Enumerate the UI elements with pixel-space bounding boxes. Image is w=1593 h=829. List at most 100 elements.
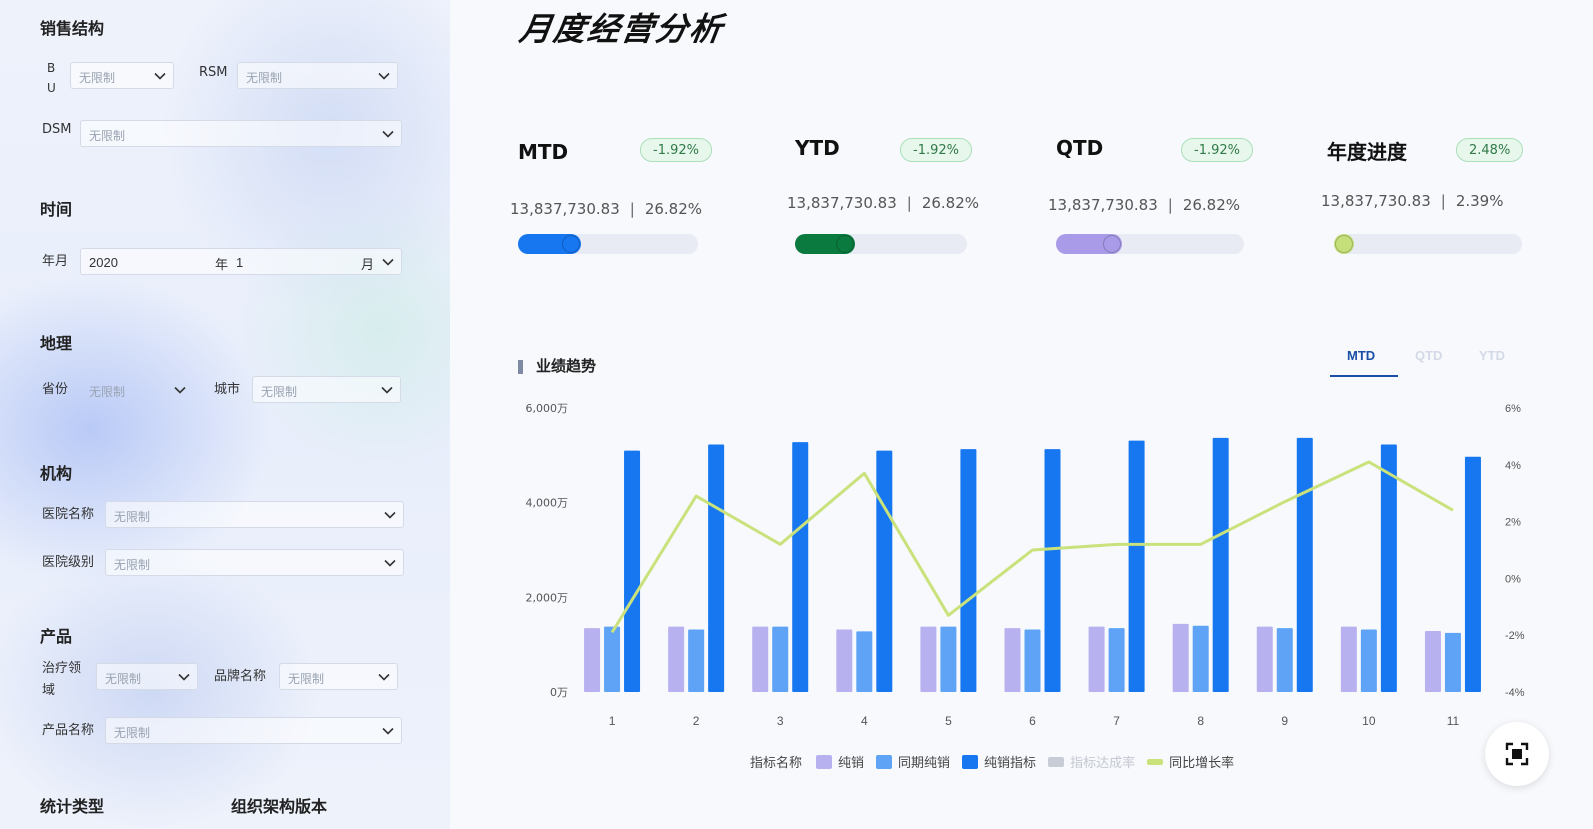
section-title-geo: 地理 [40, 334, 73, 353]
brand-select[interactable]: 无限制 [279, 663, 398, 690]
kpi-name: QTD [1056, 136, 1104, 160]
rsm-select-value: 无限制 [246, 71, 283, 85]
bar-net-sales [920, 626, 937, 692]
y2-axis-tick-label: -4% [1505, 687, 1525, 699]
yoy-growth-line [610, 460, 1454, 634]
kpi-progress-knob [1335, 235, 1353, 253]
therapy-area-select[interactable]: 无限制 [96, 663, 198, 690]
kpi-name: YTD [795, 136, 840, 160]
chevron-down-icon [178, 673, 190, 681]
y-axis-tick-label: 0万 [550, 686, 568, 699]
bar-net-sales [1256, 626, 1273, 692]
kpi-card-mtd: MTD -1.92% 13,837,730.83 | 26.82% [510, 130, 712, 260]
bar-ly-net-sales [772, 626, 789, 692]
legend-label: 同期纯销 [898, 756, 951, 771]
x-axis-tick-label: 4 [861, 714, 868, 728]
kpi-separator: | [906, 194, 912, 212]
province-select[interactable]: 无限制 [80, 376, 194, 403]
kpi-progress-track [1334, 234, 1522, 254]
y-axis-tick-label: 6,000万 [526, 402, 569, 415]
kpi-percent: 2.39% [1455, 192, 1504, 210]
bar-target [1044, 449, 1061, 692]
y2-axis-tick-label: 6% [1505, 403, 1521, 415]
kpi-value-line: 13,837,730.83 | 26.82% [787, 194, 979, 212]
legend-swatch [1048, 756, 1065, 767]
kpi-progress-fill [795, 234, 856, 254]
bu-label: B U [47, 61, 56, 95]
fullscreen-button[interactable] [1485, 722, 1549, 786]
legend-swatch [962, 754, 979, 769]
kpi-change-badge: -1.92% [1181, 138, 1253, 162]
bar-ly-net-sales [1360, 629, 1377, 692]
x-axis-tick-label: 1 [609, 714, 616, 728]
brand-label: 品牌名称 [214, 669, 267, 684]
x-axis-tick-label: 6 [1029, 714, 1036, 728]
bar-net-sales [752, 626, 769, 692]
year-unit: 年 [215, 257, 229, 272]
chevron-down-icon [174, 386, 186, 394]
section-marker [518, 360, 523, 374]
bar-target [1128, 440, 1145, 692]
tab-qtd[interactable]: QTD [1415, 348, 1443, 363]
bar-ly-net-sales [1108, 628, 1125, 692]
section-title-time: 时间 [40, 200, 73, 219]
bar-target [1296, 437, 1313, 692]
hospital-level-select[interactable]: 无限制 [105, 549, 404, 576]
legend-item-net-sales-target[interactable]: 纯销指标 [962, 752, 1036, 771]
legend-item-target-achievement[interactable]: 指标达成率 [1048, 752, 1135, 771]
hospital-name-label: 医院名称 [42, 507, 95, 522]
bar-target [1380, 444, 1397, 692]
chevron-down-icon [378, 72, 390, 80]
legend-label: 纯销指标 [984, 756, 1037, 771]
bar-net-sales [1424, 630, 1441, 692]
legend-item-yoy-growth[interactable]: 同比增长率 [1147, 752, 1234, 771]
chart-legend: 指标名称 纯销 同期纯销 纯销指标 指标达成率 同比增长率 [750, 752, 1246, 771]
bar-target [876, 450, 893, 692]
x-axis-tick-label: 9 [1281, 714, 1288, 728]
x-axis-tick-label: 7 [1113, 714, 1120, 728]
kpi-percent: 26.82% [1182, 196, 1241, 214]
legend-item-ly-net-sales[interactable]: 同期纯销 [876, 752, 950, 771]
x-axis-tick-label: 8 [1197, 714, 1204, 728]
legend-item-net-sales[interactable]: 纯销 [816, 752, 864, 771]
month-unit: 月 [361, 257, 375, 272]
kpi-change-badge: -1.92% [640, 138, 712, 162]
chevron-down-icon [382, 258, 394, 266]
hospital-name-select[interactable]: 无限制 [105, 501, 404, 528]
bar-net-sales [668, 626, 685, 692]
y2-axis-tick-label: 2% [1505, 517, 1521, 529]
tab-ytd[interactable]: YTD [1479, 348, 1505, 363]
main-panel: 月度经营分析 MTD -1.92% 13,837,730.83 | 26.82% Y… [450, 0, 1593, 829]
fullscreen-icon [1505, 742, 1529, 766]
city-label: 城市 [214, 382, 241, 397]
bar-net-sales [1340, 626, 1357, 692]
legend-swatch [816, 754, 833, 769]
section-title-org: 机构 [40, 464, 73, 483]
trend-section-title: 业绩趋势 [536, 357, 597, 375]
rsm-select[interactable]: 无限制 [237, 62, 398, 89]
chevron-down-icon [378, 673, 390, 681]
kpi-progress-knob [1102, 235, 1121, 253]
chevron-down-icon [382, 130, 394, 138]
province-label: 省份 [42, 382, 69, 397]
kpi-progress-track [518, 234, 698, 254]
bar-net-sales [584, 628, 601, 692]
kpi-separator: | [1440, 192, 1446, 210]
tab-mtd[interactable]: MTD [1347, 348, 1376, 363]
bu-select[interactable]: 无限制 [70, 62, 174, 89]
bar-ly-net-sales [856, 631, 873, 692]
city-select[interactable]: 无限制 [252, 376, 401, 403]
year-month-picker[interactable]: 2020 年 1 月 [80, 248, 402, 275]
bar-target [1464, 456, 1481, 692]
bu-select-value: 无限制 [79, 71, 116, 85]
year-value: 2020 [89, 255, 118, 270]
bar-ly-net-sales [940, 626, 957, 692]
y2-axis-tick-label: 4% [1505, 460, 1521, 472]
legend-label: 同比增长率 [1169, 756, 1235, 771]
chevron-down-icon [381, 386, 393, 394]
dsm-select[interactable]: 无限制 [80, 120, 402, 147]
kpi-name: 年度进度 [1327, 140, 1407, 164]
kpi-value: 13,837,730.83 [1321, 192, 1431, 210]
product-name-select[interactable]: 无限制 [105, 717, 402, 744]
chevron-down-icon [154, 72, 166, 80]
